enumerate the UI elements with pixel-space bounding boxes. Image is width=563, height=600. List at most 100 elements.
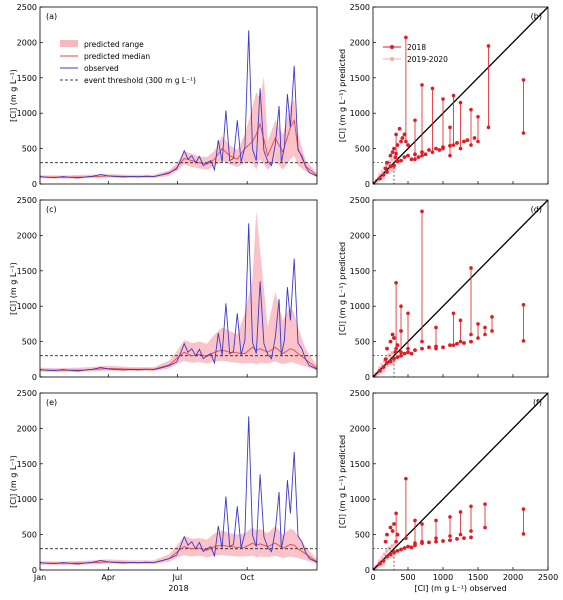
point-2018 [381, 558, 386, 563]
y-tick-label: 1500 [350, 74, 370, 83]
y-tick-label: 1500 [17, 267, 37, 276]
errorbar-cap-high [404, 35, 408, 40]
legend-2018-marker [390, 45, 394, 49]
point-2018 [399, 547, 403, 552]
point-2018 [383, 539, 388, 544]
errorbar-cap-low [458, 532, 463, 537]
errorbar-cap-low [476, 139, 480, 144]
errorbar-cap-high [483, 502, 487, 506]
errorbar-cap-high [476, 322, 480, 326]
point-2018 [399, 329, 403, 333]
point-2018 [434, 539, 438, 544]
panel-label: (d) [531, 205, 542, 214]
point-2019-2020 [384, 549, 389, 553]
errorbar-cap-high [469, 107, 473, 112]
y-axis-label: [Cl] (m g L⁻¹) [9, 262, 18, 315]
plot-frame [372, 199, 549, 378]
point-2018 [462, 139, 466, 144]
point-2018 [395, 355, 400, 360]
point-2018 [399, 353, 403, 358]
y-tick-label: 2500 [350, 389, 370, 398]
point-2018 [390, 150, 395, 155]
scatter-panel-b: 0 500 1000 1500 2000 2500 (b) [Cl] (m g L⁻¹) pr… [338, 3, 549, 189]
x-axis-label: 2018 [168, 584, 188, 593]
point-2018 [402, 132, 407, 137]
y-tick-label: 1000 [350, 109, 370, 118]
point-2018 [462, 536, 466, 541]
point-2018 [399, 139, 403, 144]
point-2018 [472, 136, 477, 140]
y-tick-label: 1000 [350, 302, 370, 311]
y-tick-label: 500 [22, 145, 37, 154]
point-2018 [395, 548, 400, 553]
legend-2018-label: 2018 [407, 43, 426, 52]
point-2018 [383, 357, 388, 362]
point-2018 [427, 540, 431, 545]
errorbar-cap-low [430, 150, 435, 154]
point-2018 [406, 143, 410, 147]
errorbar-cap-low [476, 336, 480, 340]
errorbar-cap-high [420, 209, 424, 214]
errorbar-cap-high [420, 522, 424, 526]
point-2018 [388, 153, 393, 158]
point-2018 [427, 345, 431, 350]
errorbar-cap-high [521, 507, 526, 511]
point-2018 [455, 141, 459, 145]
point-2018 [388, 339, 393, 344]
x-tick-label: 2000 [503, 573, 523, 582]
y-tick-label: 1000 [350, 495, 370, 504]
y-tick-label: 500 [22, 531, 37, 540]
x-tick-label: Oct [240, 573, 254, 582]
point-2019-2020 [390, 157, 394, 162]
errorbar-cap-low [486, 125, 491, 130]
point-2018 [393, 350, 398, 355]
legend-range-label: predicted range [84, 40, 144, 49]
errorbar-cap-high [394, 151, 398, 156]
one-to-one-line [372, 392, 549, 571]
point-2018 [437, 148, 442, 152]
y-tick-label: 2500 [17, 389, 37, 398]
point-2019-2020 [382, 368, 386, 373]
point-2018 [462, 341, 466, 345]
errorbar-cap-high [521, 302, 526, 307]
point-2018 [388, 359, 393, 364]
errorbar-cap-high [448, 125, 452, 130]
errorbar-cap-low [420, 339, 424, 344]
point-2018 [402, 546, 407, 550]
point-2018 [406, 153, 410, 158]
point-2018 [378, 176, 382, 181]
errorbar-cap-high [420, 83, 424, 87]
y-tick-label: 0 [365, 180, 370, 189]
y-tick-label: 500 [355, 531, 370, 540]
errorbar-cap-high [430, 86, 435, 91]
errorbar-cap-low [490, 329, 494, 333]
point-2018 [455, 341, 459, 346]
point-2018 [397, 126, 402, 131]
legend-threshold-label: event threshold (300 m g L⁻¹) [84, 76, 196, 85]
point-2018 [400, 136, 405, 140]
point-2018 [423, 152, 428, 157]
plot-frame [39, 392, 318, 571]
y-tick-label: 1000 [17, 302, 37, 311]
errorbar-cap-low [521, 131, 526, 135]
legend-2019-2020-label: 2019-2020 [407, 55, 448, 64]
point-2018 [399, 158, 403, 163]
point-2018 [434, 344, 438, 349]
point-2018 [416, 155, 421, 159]
point-2018 [441, 145, 445, 150]
errorbar-cap-high [469, 504, 473, 509]
y-tick-label: 0 [32, 373, 37, 382]
point-2018 [413, 348, 417, 352]
y-tick-label: 500 [22, 338, 37, 347]
point-2018 [413, 152, 417, 157]
errorbar-cap-high [406, 311, 410, 316]
plot-frame [39, 199, 318, 378]
point-2018 [395, 159, 400, 164]
point-2018 [388, 552, 393, 557]
y-tick-label: 0 [365, 566, 370, 575]
panel-label: (c) [46, 205, 57, 214]
point-2018 [434, 146, 438, 151]
y-tick-label: 2000 [350, 38, 370, 47]
panel-label: (e) [46, 398, 57, 407]
errorbar-cap-low [469, 332, 473, 337]
